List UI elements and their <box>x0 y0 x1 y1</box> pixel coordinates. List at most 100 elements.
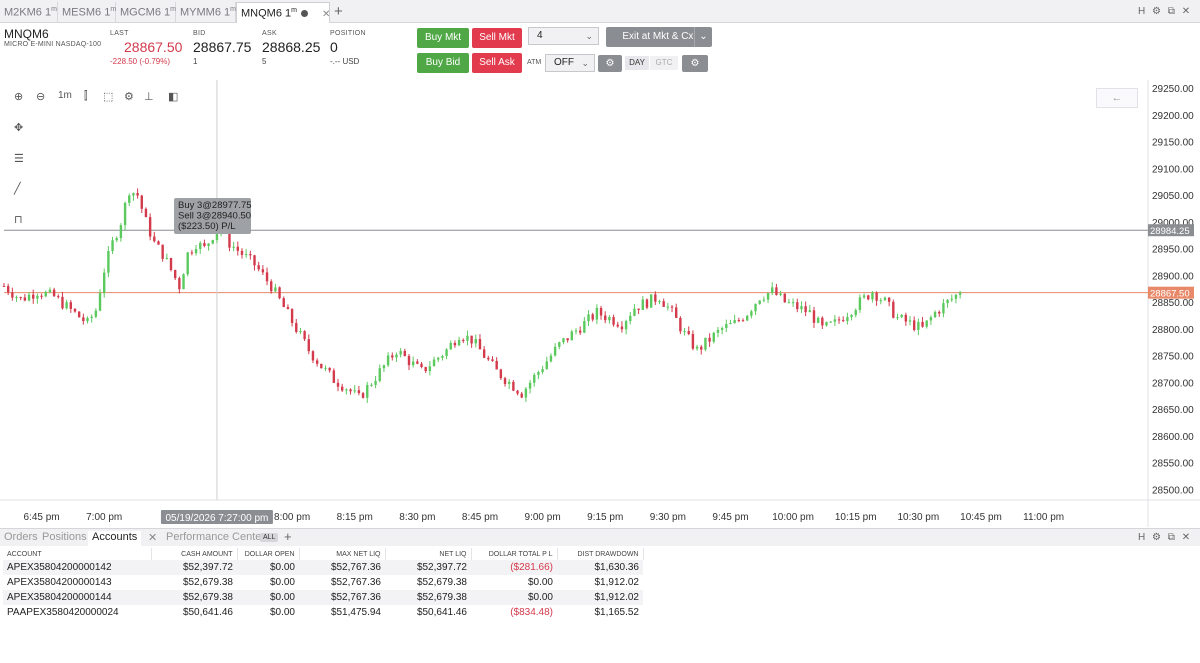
candle-body <box>950 298 953 300</box>
close-tab-icon[interactable]: ✕ <box>321 8 331 20</box>
notes-icon[interactable]: ☰ <box>14 153 24 165</box>
add-tab-icon[interactable]: + <box>334 3 343 20</box>
tif-settings-gear-icon[interactable]: ⚙ <box>682 55 708 72</box>
tab-m2km6[interactable]: M2KM6 1m <box>0 2 58 23</box>
candle-body <box>303 331 306 340</box>
candle-body <box>595 307 599 320</box>
price-tick-label: 28800.00 <box>1152 325 1194 336</box>
unlock-icon[interactable]: ⊓ <box>14 214 23 226</box>
exit-menu-chevron-icon[interactable]: ⌄ <box>694 27 712 47</box>
candle-body <box>173 270 177 279</box>
candle-body <box>399 350 402 355</box>
buy-market-button[interactable]: Buy Mkt <box>417 28 469 48</box>
accounts-table: ACCOUNT CASH AMOUNT DOLLAR OPEN MAX NET … <box>3 548 644 620</box>
candle-body <box>315 360 319 364</box>
popout-icon[interactable]: ⧉ <box>1167 532 1175 543</box>
indicators-icon[interactable]: ⊥ <box>144 91 154 103</box>
h-icon[interactable]: H <box>1138 6 1146 17</box>
tab-mymm6[interactable]: MYMM6 1m <box>176 2 236 23</box>
entry-price-tag-label: 28984.25 <box>1150 226 1190 237</box>
table-row[interactable]: PAAPEX3580420000024 $50,641.46 $0.00 $51,47… <box>3 605 643 620</box>
candle-body <box>879 300 882 302</box>
col-account[interactable]: ACCOUNT <box>3 548 152 560</box>
select-area-icon[interactable]: ⬚ <box>103 91 114 103</box>
candle-body <box>892 301 895 318</box>
candle-body <box>938 311 941 314</box>
candle-body <box>654 294 657 302</box>
trade-tooltip-line: Sell 3@28940.50 <box>178 211 251 222</box>
chart-settings-icon[interactable]: ⚙ <box>124 91 134 103</box>
candle-body <box>516 390 519 394</box>
scroll-to-latest-arrow-icon[interactable]: ← <box>1096 88 1138 108</box>
last-price-tag <box>1148 286 1194 299</box>
tab-orders[interactable]: Orders <box>4 531 38 543</box>
table-row[interactable]: APEX35804200000143 $52,679.38 $0.00 $52,767… <box>3 575 643 590</box>
atm-value: OFF <box>554 57 574 68</box>
col-dist-drawdown[interactable]: DIST DRAWDOWN <box>557 548 644 560</box>
cell-cash-amount: $50,641.46 <box>182 607 233 618</box>
candle-body <box>925 320 928 327</box>
tif-day-toggle[interactable]: DAY <box>625 56 649 70</box>
chart-canvas[interactable]: 29250.00 29200.00 29150.00 29100.00 29050.00… <box>0 80 1200 527</box>
candlestick-type-icon[interactable]: ⫿ <box>84 90 88 102</box>
candle-body <box>850 315 853 318</box>
candle-body <box>453 342 457 346</box>
col-net-liq[interactable]: NET LIQ <box>385 548 472 560</box>
zoom-in-icon[interactable]: ⊕ <box>14 91 24 103</box>
candle-body <box>140 195 143 209</box>
buy-bid-button[interactable]: Buy Bid <box>417 53 469 73</box>
col-cash-amount[interactable]: CASH AMOUNT <box>151 548 238 560</box>
atm-settings-gear-icon[interactable]: ⚙ <box>598 55 622 72</box>
candle-body <box>286 307 290 310</box>
cell-net-liq: $52,679.38 <box>385 590 471 605</box>
layout-icon[interactable]: ◧ <box>168 91 179 103</box>
candle-body <box>386 355 390 366</box>
tif-gtc-toggle[interactable]: GTC <box>650 56 678 70</box>
interval-selector[interactable]: 1m <box>58 90 72 101</box>
gear-icon[interactable]: ⚙ <box>1152 6 1161 17</box>
popout-icon[interactable]: ⧉ <box>1167 6 1175 17</box>
candle-body <box>558 342 561 347</box>
price-change: -228.50 (-0.79%) <box>110 57 171 66</box>
col-max-net-liq[interactable]: MAX NET LIQ <box>299 548 386 560</box>
sell-ask-button[interactable]: Sell Ask <box>472 53 522 73</box>
candle-body <box>178 278 181 290</box>
tab-mnqm6[interactable]: MNQM6 1m ✕ <box>236 2 330 23</box>
candle-body <box>73 308 77 312</box>
quantity-select[interactable]: 4 ⌄ <box>528 27 599 45</box>
h-icon[interactable]: H <box>1138 532 1146 543</box>
tab-accounts[interactable]: Accounts <box>88 531 142 547</box>
all-badge[interactable]: ALL <box>260 533 279 542</box>
tab-mgcm6[interactable]: MGCM6 1m <box>116 2 176 23</box>
candle-body <box>583 321 586 333</box>
tab-mesm6[interactable]: MESM6 1m <box>58 2 116 23</box>
candle-body <box>604 315 607 321</box>
sell-market-button[interactable]: Sell Mkt <box>472 28 522 48</box>
tab-performance-center[interactable]: Performance Center <box>166 531 266 543</box>
candle-body <box>153 236 156 242</box>
close-icon[interactable]: ✕ <box>1181 532 1191 543</box>
gear-icon[interactable]: ⚙ <box>1152 532 1161 543</box>
close-accounts-tab-icon[interactable]: ✕ <box>148 532 158 544</box>
candle-body <box>40 295 43 297</box>
table-row[interactable]: APEX35804200000142 $52,397.72 $0.00 $52,767… <box>3 560 643 575</box>
col-dollar-total-pl[interactable]: DOLLAR TOTAL P L <box>471 548 558 560</box>
zoom-out-icon[interactable]: ⊖ <box>36 91 46 103</box>
candle-body <box>616 324 619 327</box>
candle-body <box>457 339 461 346</box>
trade-tooltip-box <box>174 198 251 234</box>
atm-select[interactable]: OFF ⌄ <box>545 54 595 72</box>
table-row[interactable]: APEX35804200000144 $52,679.38 $0.00 $52,767… <box>3 590 643 605</box>
col-dollar-open[interactable]: DOLLAR OPEN <box>237 548 300 560</box>
candle-body <box>833 319 837 322</box>
exit-at-market-button[interactable]: Exit at Mkt & Cxl ⌄ <box>606 27 712 47</box>
crosshair-icon[interactable]: ✥ <box>14 122 24 134</box>
draw-line-icon[interactable]: ╱ <box>14 183 21 195</box>
candle-body <box>670 306 674 308</box>
candle-body <box>624 321 628 330</box>
price-chart[interactable]: 29250.00 29200.00 29150.00 29100.00 29050.00… <box>0 80 1200 527</box>
candle-body <box>482 349 486 358</box>
tab-positions[interactable]: Positions <box>42 531 87 543</box>
add-panel-tab-icon[interactable]: + <box>284 529 292 544</box>
close-icon[interactable]: ✕ <box>1181 6 1191 17</box>
